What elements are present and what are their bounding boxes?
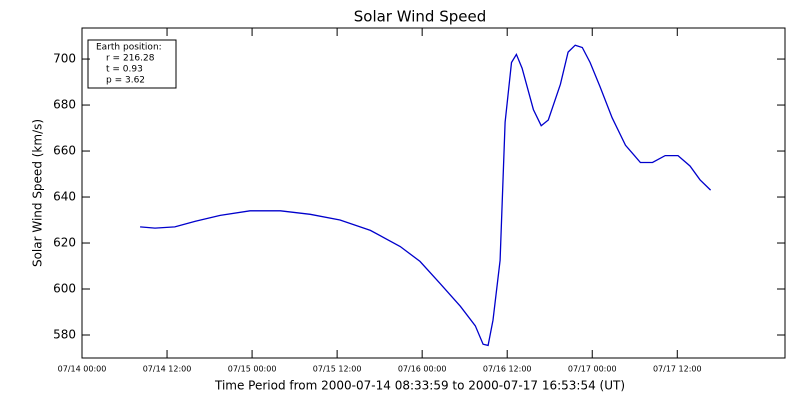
y-tick-label: 620 — [53, 236, 76, 250]
x-axis-label: Time Period from 2000-07-14 08:33:59 to … — [214, 379, 625, 393]
x-tick-label: 07/17 12:00 — [653, 365, 702, 374]
data-line — [140, 44, 712, 347]
x-tick-label: 07/14 00:00 — [58, 365, 107, 374]
annotation: t = 0.93 — [106, 65, 143, 75]
annotation-box — [87, 39, 177, 89]
y-tick-label: 640 — [53, 190, 76, 204]
annotation: Earth position: — [96, 43, 162, 53]
y-tick-label: 660 — [53, 144, 76, 158]
plot-frame — [81, 27, 786, 359]
x-tick-label: 07/14 12:00 — [143, 365, 192, 374]
annotation: p = 3.62 — [106, 76, 145, 86]
y-tick-label: 700 — [53, 52, 76, 66]
x-tick-label: 07/16 00:00 — [398, 365, 447, 374]
y-tick-label: 580 — [53, 328, 76, 342]
y-tick-label: 600 — [53, 282, 76, 296]
annotation: r = 216.28 — [106, 54, 155, 64]
chart-title: Solar Wind Speed — [354, 8, 486, 26]
x-tick-label: 07/17 00:00 — [568, 365, 617, 374]
x-tick-label: 07/15 00:00 — [228, 365, 277, 374]
x-tick-label: 07/15 12:00 — [313, 365, 362, 374]
y-tick-label: 680 — [53, 98, 76, 112]
y-axis-label: Solar Wind Speed (km/s) — [31, 119, 45, 267]
x-tick-label: 07/16 12:00 — [483, 365, 532, 374]
